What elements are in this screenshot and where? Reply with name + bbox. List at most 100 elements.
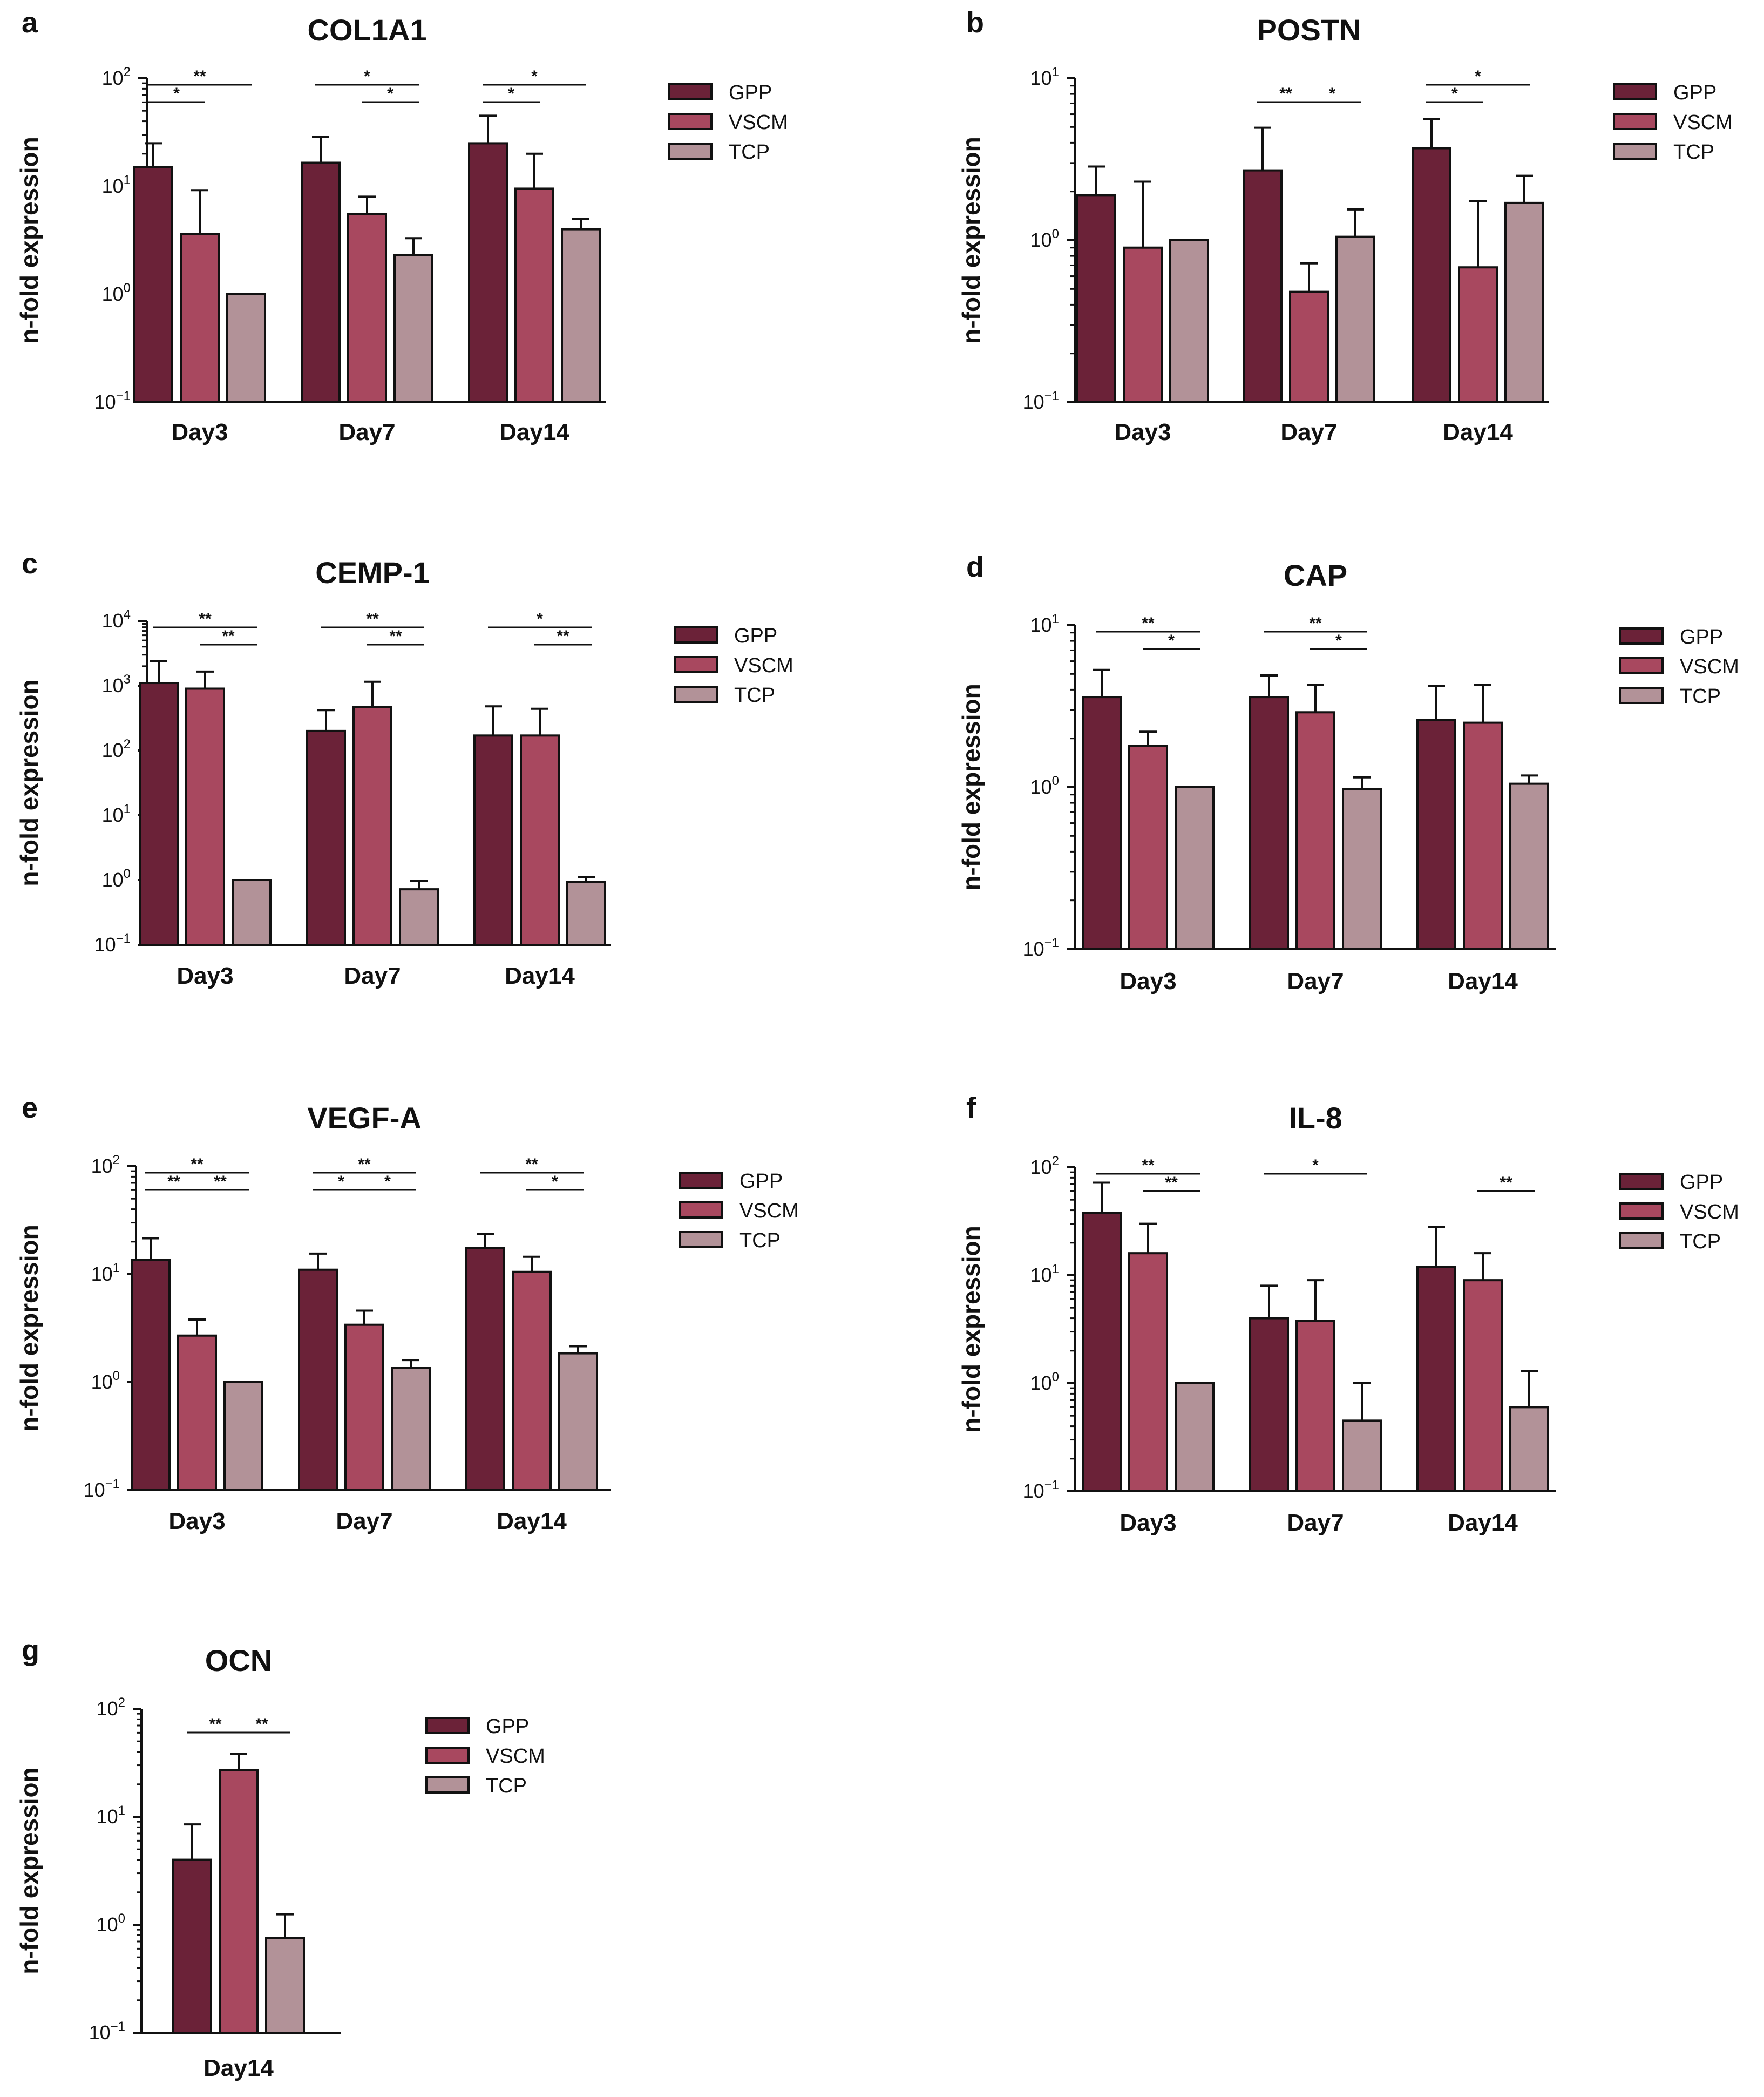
x-tick-label: Day14 (505, 963, 575, 989)
y-tick-exponent: 1 (113, 1261, 120, 1275)
bar-tcp (223, 1381, 263, 1491)
panel-letter: e (22, 1092, 38, 1124)
y-tick-label: 10−1 (1023, 389, 1059, 413)
y-tick-label: 100 (1030, 1370, 1059, 1394)
bar-vscm (352, 706, 392, 946)
legend-swatch-gpp (668, 83, 713, 100)
significance-label: * (1329, 85, 1335, 103)
y-tick-label: 10−1 (94, 389, 131, 413)
legend-label: TCP (729, 141, 770, 164)
y-tick-base: 10 (89, 2021, 111, 2044)
legend-swatch-vscm (679, 1201, 723, 1219)
y-tick-label: 102 (91, 1153, 120, 1177)
bar-tcp (1175, 1382, 1215, 1492)
y-tick-base: 10 (102, 67, 124, 89)
y-tick-label: 100 (102, 281, 131, 305)
significance-label: * (338, 1173, 344, 1190)
y-tick-base: 10 (1023, 938, 1044, 960)
legend-swatch-tcp (679, 1231, 723, 1248)
legend-swatch-tcp (1619, 687, 1664, 704)
bar-tcp (561, 228, 601, 403)
bar-vscm (1463, 1279, 1503, 1493)
legend-swatch-tcp (668, 143, 713, 160)
y-tick-base: 10 (97, 1805, 118, 1828)
y-tick-exponent: 2 (124, 737, 131, 752)
significance-label: ** (1142, 614, 1155, 632)
legend-label: VSCM (729, 111, 788, 134)
x-tick-label: Day7 (338, 419, 395, 445)
legend-label: VSCM (734, 654, 793, 677)
y-tick-exponent: 4 (124, 607, 131, 622)
y-tick-exponent: 0 (1052, 227, 1059, 241)
legend-swatch-tcp (1619, 1232, 1664, 1249)
significance-label: * (364, 67, 370, 85)
bar-tcp (391, 1367, 431, 1492)
y-tick-exponent: 1 (1052, 1262, 1059, 1276)
panel-letter: c (22, 547, 38, 580)
bar-gpp (298, 1268, 338, 1491)
bar-gpp (1243, 169, 1283, 403)
bar-tcp (393, 254, 433, 403)
y-tick-label: 101 (102, 802, 131, 826)
y-tick-base: 10 (1030, 1264, 1052, 1286)
y-tick-exponent: 2 (124, 65, 131, 79)
bar-vscm (219, 1769, 259, 2034)
legend-label: GPP (739, 1170, 783, 1193)
y-tick-base: 10 (91, 1263, 113, 1285)
y-tick-exponent: −1 (1044, 936, 1059, 950)
y-tick-label: 102 (102, 65, 131, 89)
y-tick-label: 104 (102, 607, 131, 632)
y-tick-base: 10 (102, 804, 124, 826)
legend-label: GPP (1680, 1171, 1723, 1194)
y-tick-base: 10 (1023, 391, 1044, 413)
bar-gpp (306, 729, 346, 946)
chart-title: OCN (205, 1643, 272, 1677)
y-tick-base: 10 (1030, 1156, 1052, 1178)
legend-label: GPP (729, 82, 772, 104)
y-tick-label: 103 (102, 672, 131, 696)
legend-label: VSCM (1680, 1201, 1739, 1223)
legend-label: TCP (1673, 141, 1714, 164)
y-tick-base: 10 (97, 1697, 118, 1720)
x-tick-label: Day3 (1120, 1510, 1176, 1536)
y-tick-base: 10 (102, 283, 124, 305)
bar-tcp (399, 888, 439, 946)
legend-label: VSCM (739, 1200, 799, 1222)
bar-tcp (558, 1352, 598, 1492)
significance-label: ** (1500, 1174, 1512, 1192)
significance-label: * (537, 610, 543, 628)
bar-tcp (566, 881, 606, 946)
y-tick-exponent: 1 (1052, 612, 1059, 626)
y-tick-label: 102 (97, 1695, 125, 1720)
y-tick-label: 10−1 (84, 1477, 120, 1501)
panel-letter: g (22, 1634, 39, 1667)
y-tick-exponent: 1 (118, 1803, 125, 1818)
y-tick-exponent: 1 (1052, 65, 1059, 79)
bar-vscm (520, 734, 560, 946)
legend-swatch-vscm (668, 113, 713, 130)
y-tick-exponent: −1 (116, 931, 131, 946)
y-tick-exponent: 0 (118, 1911, 125, 1926)
significance-label: ** (1165, 1174, 1178, 1192)
chart-title: POSTN (1257, 13, 1361, 47)
y-tick-exponent: 2 (118, 1695, 125, 1710)
y-tick-label: 102 (1030, 1154, 1059, 1178)
panel-letter: d (966, 551, 984, 583)
y-tick-base: 10 (102, 739, 124, 761)
y-tick-base: 10 (102, 610, 124, 632)
legend-swatch-gpp (1619, 1173, 1664, 1190)
bar-vscm (512, 1270, 552, 1492)
significance-label: ** (222, 627, 235, 645)
y-axis-label: n-fold expression (15, 1225, 43, 1431)
bar-gpp (301, 161, 341, 403)
significance-label: ** (358, 1155, 371, 1173)
bar-tcp (232, 879, 272, 946)
x-tick-label: Day14 (1443, 419, 1513, 445)
bar-tcp (1504, 201, 1544, 403)
legend-swatch-tcp (1613, 143, 1657, 160)
bar-tcp (1342, 1419, 1382, 1492)
significance-label: ** (193, 67, 206, 85)
legend-label: GPP (1673, 82, 1716, 104)
